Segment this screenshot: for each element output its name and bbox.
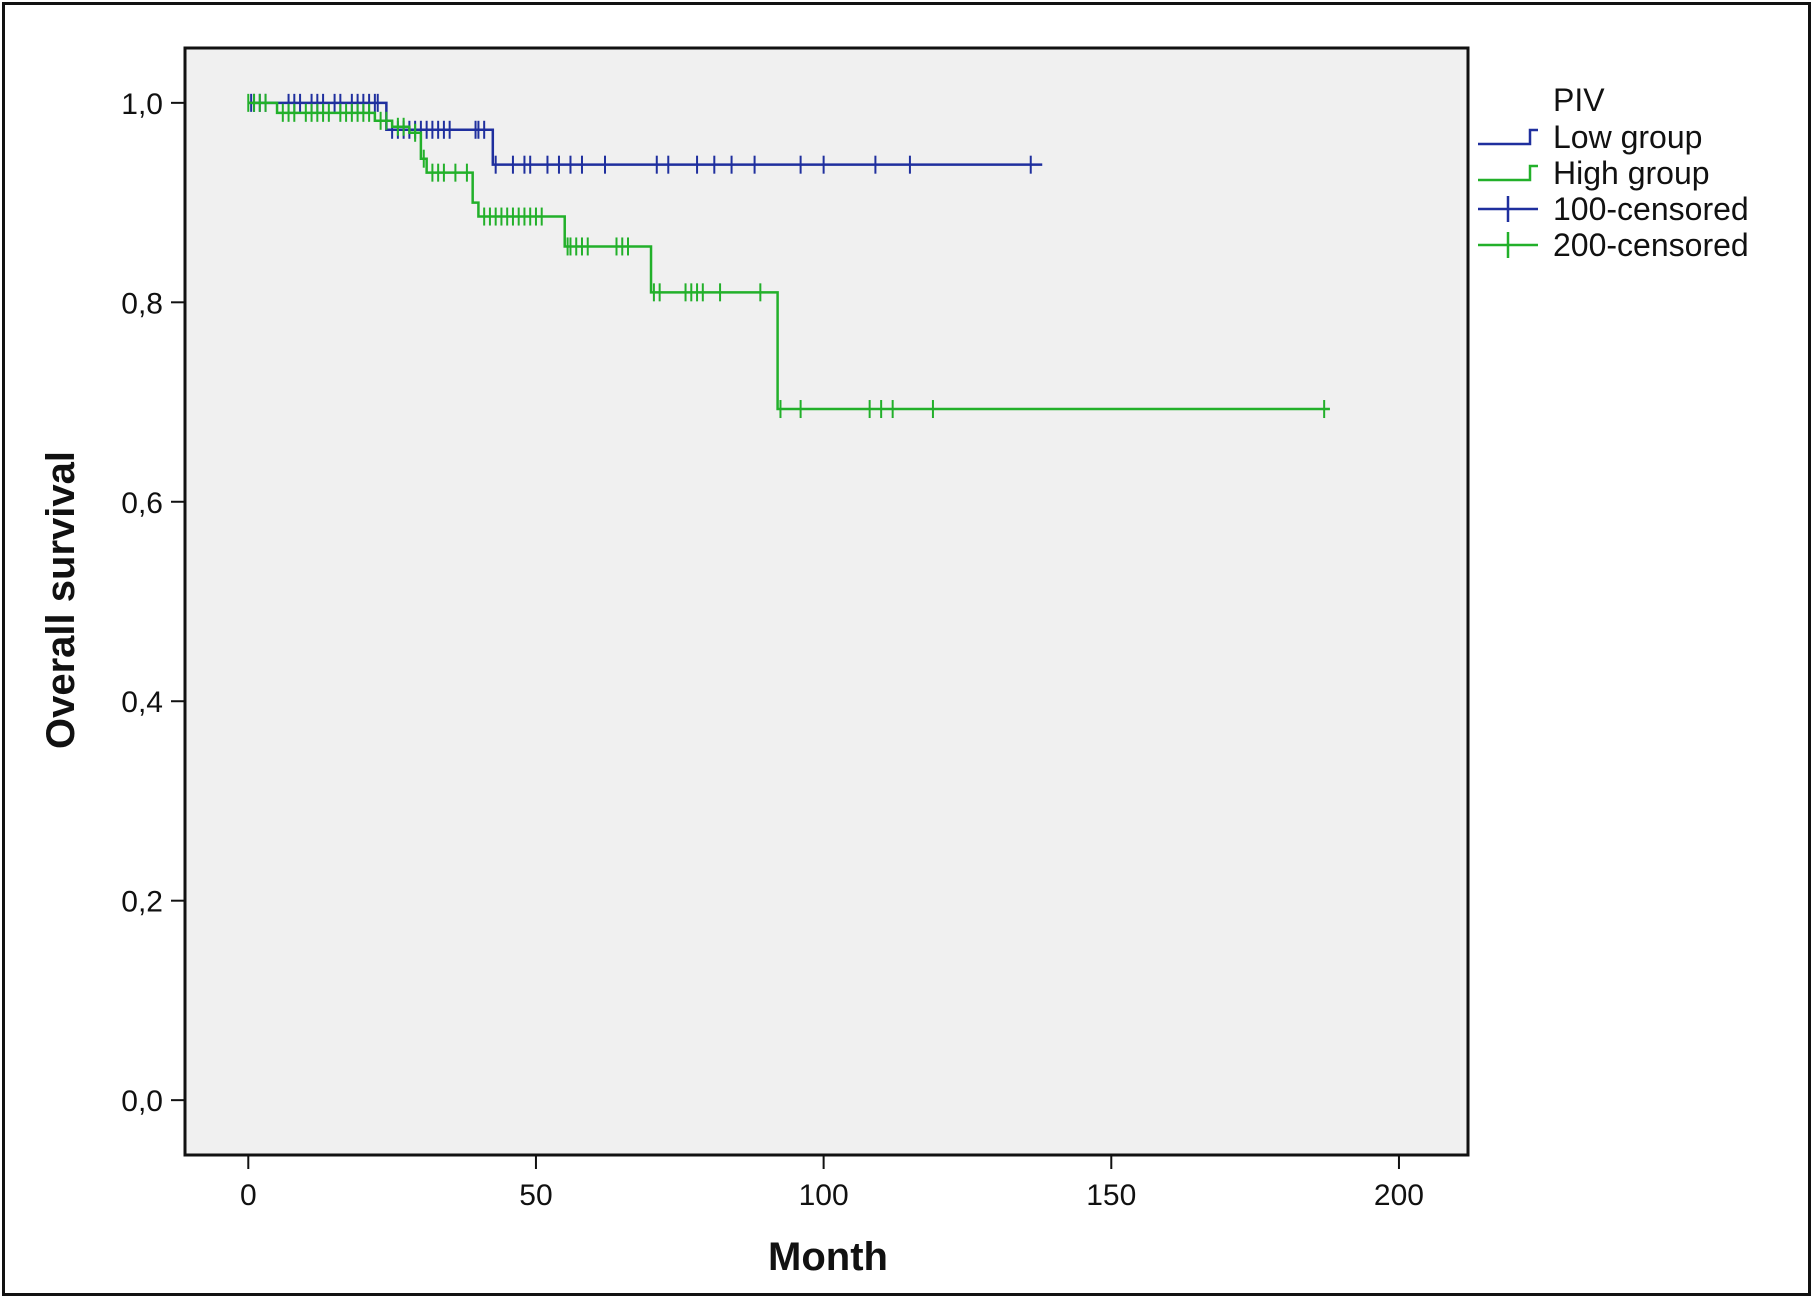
x-axis-title: Month: [768, 1235, 888, 1279]
y-tick-label: 0,6: [121, 487, 163, 520]
legend-entry: 100-censored: [1478, 191, 1749, 227]
y-tick-label: 1,0: [121, 88, 163, 121]
legend-label: High group: [1553, 155, 1710, 191]
y-tick-label: 0,8: [121, 287, 163, 320]
legend-step-swatch: [1478, 128, 1538, 146]
series-high-group: [247, 93, 1330, 419]
legend-label: Low group: [1553, 119, 1702, 155]
y-axis-title: Overall survival: [39, 451, 83, 749]
y-tick-label: 0,0: [121, 1085, 163, 1118]
legend-entry: 200-censored: [1478, 227, 1749, 263]
x-tick-label: 50: [519, 1179, 552, 1212]
series-layer: [247, 93, 1330, 419]
survival-curve: [248, 101, 1330, 411]
legend-label: 100-censored: [1553, 191, 1749, 227]
plot-area: [183, 46, 1470, 1157]
legend-entry: High group: [1478, 155, 1710, 191]
legend-title: PIV: [1553, 82, 1605, 118]
x-axis: 0 50 100 150 200: [240, 1155, 1424, 1212]
legend-label: 200-censored: [1553, 227, 1749, 263]
x-tick-label: 150: [1086, 1179, 1136, 1212]
y-tick-label: 0,4: [121, 686, 163, 719]
y-axis: 0,0 0,2 0,4 0,6 0,8 1,0: [121, 88, 185, 1118]
x-tick-label: 100: [799, 1179, 849, 1212]
legend-step-swatch: [1478, 164, 1538, 182]
x-tick-label: 200: [1374, 1179, 1424, 1212]
x-tick-label: 0: [240, 1179, 257, 1212]
y-tick-label: 0,2: [121, 886, 163, 919]
legend-entry: Low group: [1478, 119, 1702, 155]
